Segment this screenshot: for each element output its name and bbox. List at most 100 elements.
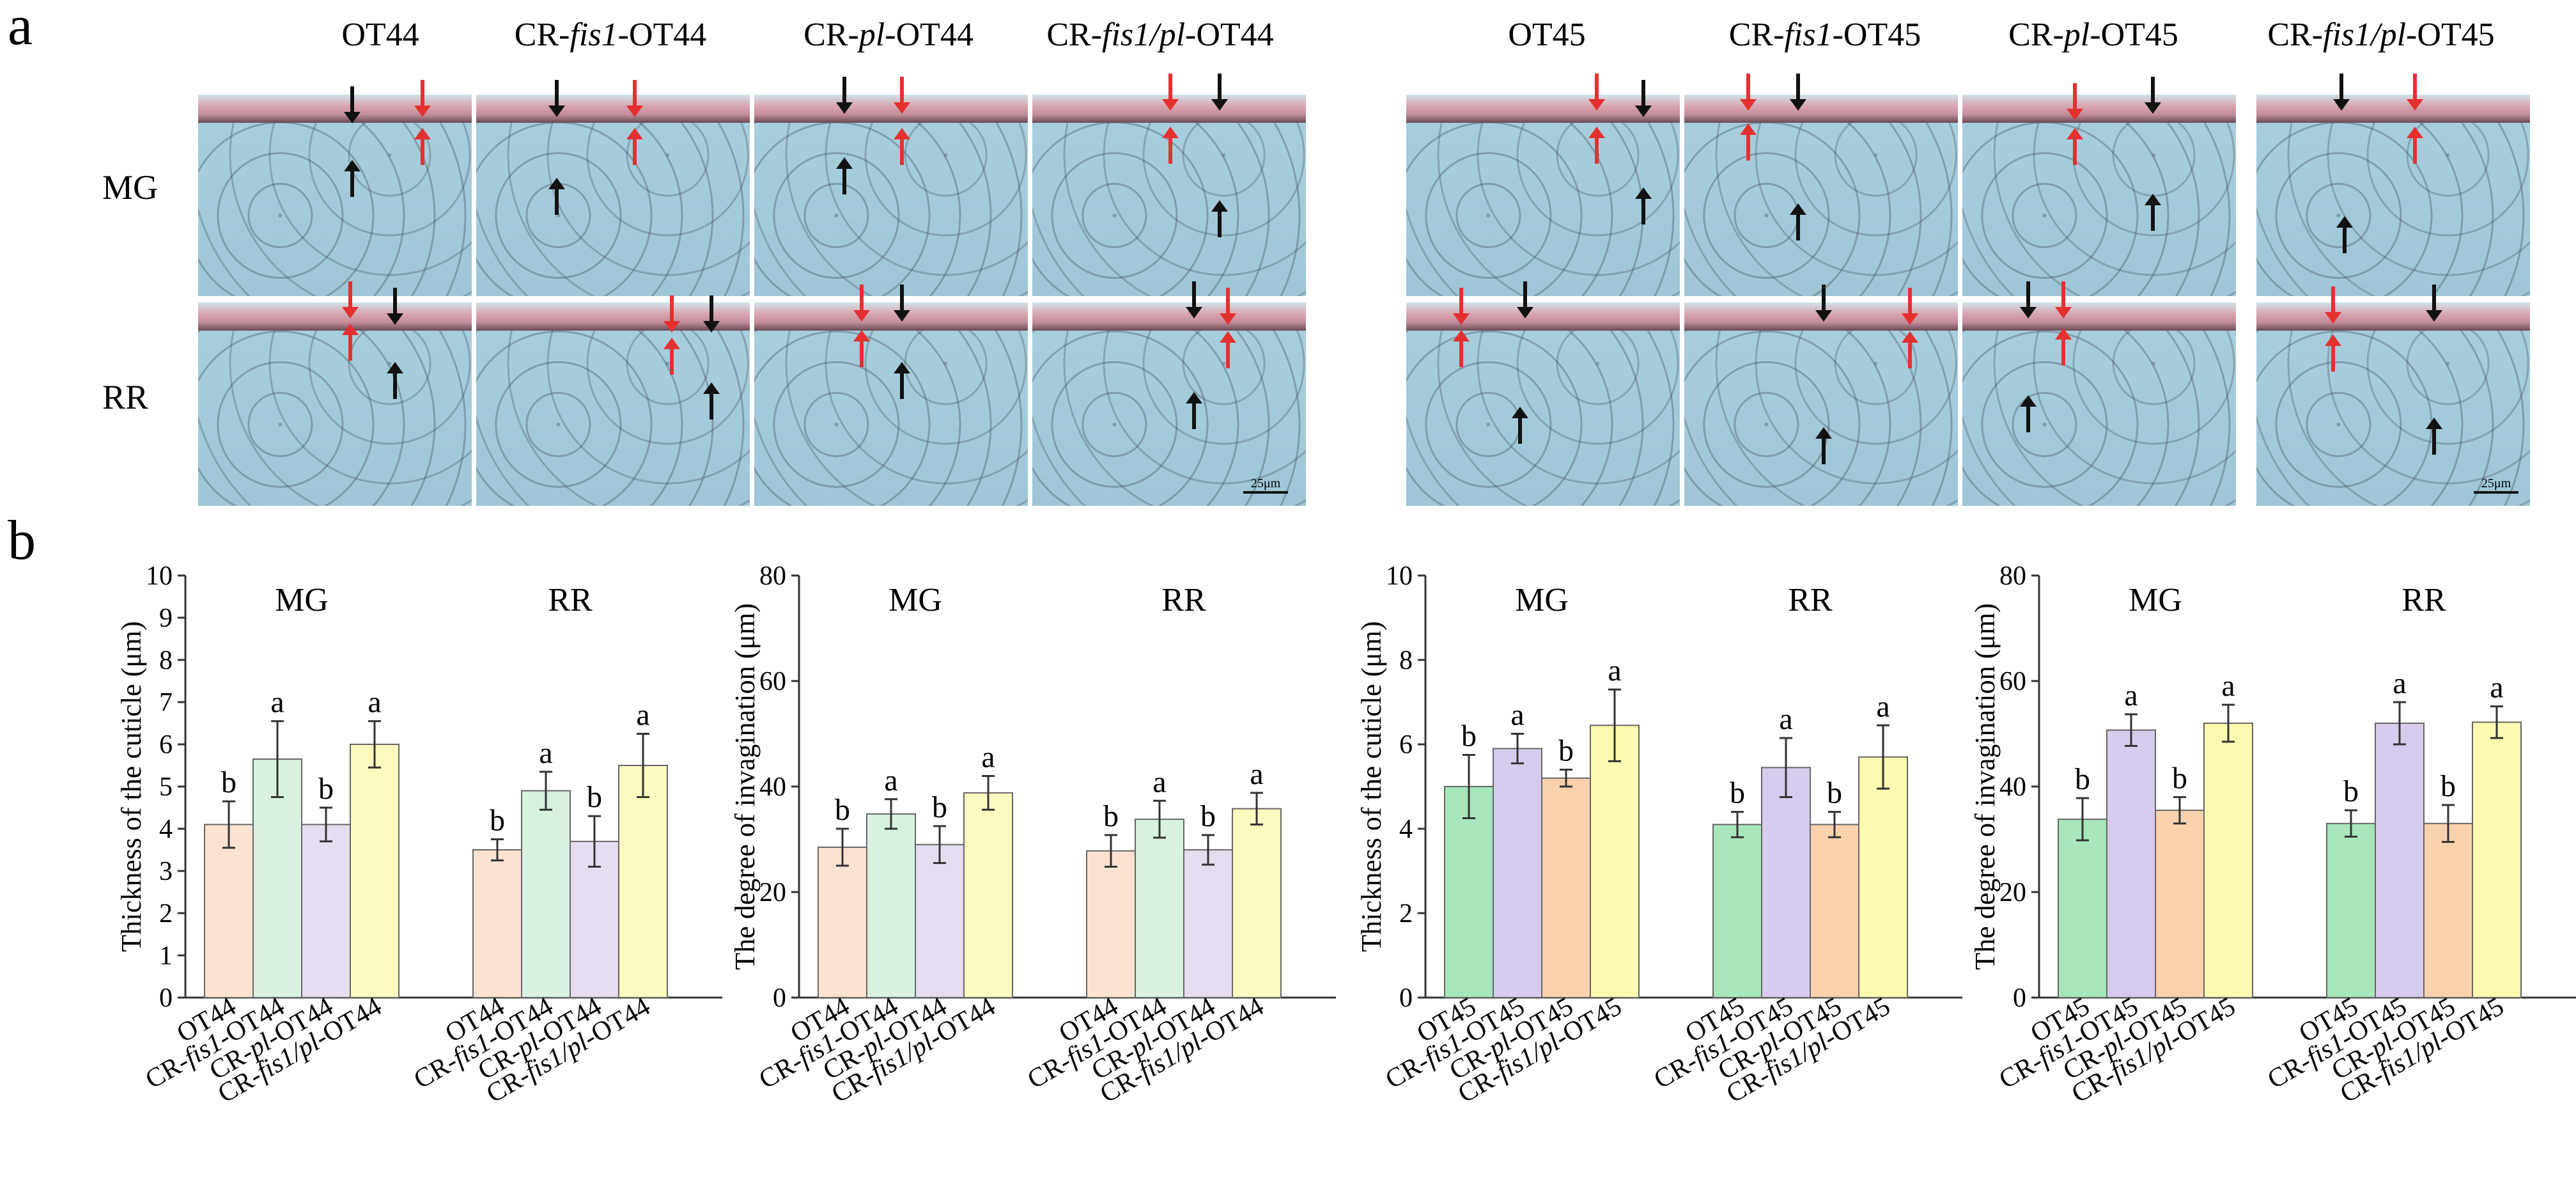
red-arrow-icon [853,330,870,367]
black-arrow-icon [2145,77,2161,114]
red-arrow-icon [663,295,680,333]
red-arrow-icon [1588,127,1605,164]
bar [1444,786,1494,998]
y-axis-label: Thickness of the cuticle (μm) [116,621,147,952]
significance-letter: b [2075,762,2090,796]
significance-letter: b [221,765,237,799]
y-tick-label: 60 [759,667,786,696]
group-label: MG [888,582,942,618]
panel-label-b: b [8,510,36,572]
column-header: CR-fis1-OT44 [514,17,707,53]
y-tick-label: 80 [759,561,786,591]
significance-letter: b [1200,799,1216,833]
scale-bar-label: 25μm [1250,476,1281,490]
bar [818,846,867,998]
black-arrow-icon [548,80,565,117]
significance-letter: b [932,790,947,824]
red-arrow-icon [342,324,359,361]
y-tick-label: 5 [159,772,173,802]
red-arrow-icon [2055,281,2072,318]
micrograph-image [1684,95,1958,296]
red-arrow-icon [2325,286,2341,324]
bar [2375,723,2425,998]
red-arrow-icon [1588,74,1605,111]
red-arrow-icon [894,77,910,114]
black-arrow-icon [836,77,853,114]
black-arrow-icon [894,285,910,322]
row-header-rr: RR [102,378,149,416]
red-arrow-icon [663,338,680,375]
red-arrow-icon [2407,127,2423,164]
red-arrow-icon [2067,128,2083,165]
bar [204,824,254,998]
y-tick-label: 20 [1999,878,2026,907]
significance-letter: a [1608,654,1621,687]
red-arrow-icon [2407,74,2423,111]
y-tick-label: 10 [146,561,173,591]
bar [2155,810,2205,998]
y-tick-label: 40 [1999,772,2026,802]
black-arrow-icon [1186,281,1202,318]
row-header-mg: MG [102,168,159,207]
black-arrow-icon [1635,80,1652,117]
red-arrow-icon [2067,83,2083,120]
red-arrow-icon [2055,328,2072,365]
scale-bar-label: 25μm [2481,476,2511,490]
bar [1232,808,1282,998]
black-arrow-icon [1512,407,1528,444]
black-arrow-icon [1790,74,1806,111]
significance-letter: b [835,793,850,827]
y-tick-label: 0 [2013,983,2026,1013]
bar [350,744,400,998]
red-arrow-icon [853,285,870,322]
group-label: MG [2129,582,2182,618]
y-tick-label: 9 [159,604,173,633]
group-label: RR [1161,582,1206,618]
black-arrow-icon [548,178,565,215]
black-arrow-icon [1815,427,1832,464]
black-arrow-icon [2145,194,2161,231]
significance-letter: a [368,686,381,719]
red-arrow-icon [1902,288,1918,325]
black-arrow-icon [2020,281,2037,318]
y-tick-label: 0 [159,983,173,1013]
y-tick-label: 2 [159,899,173,929]
column-header: CR-pl-OT45 [2008,17,2178,53]
significance-letter: b [2343,774,2359,808]
y-tick-label: 0 [1399,983,1413,1013]
red-arrow-icon [626,80,643,117]
bar [1761,767,1811,998]
micrograph-image [2256,302,2530,506]
black-arrow-icon [703,382,720,419]
significance-letter: b [318,772,334,806]
significance-letter: b [1103,799,1119,833]
y-tick-label: 6 [159,730,173,760]
significance-letter: b [1827,776,1842,810]
bar [866,813,916,998]
y-tick-label: 1 [159,941,173,971]
bar [2326,822,2376,998]
bar [1858,756,1908,998]
significance-letter: a [270,686,284,719]
scale-bar-line [1243,491,1288,494]
red-arrow-icon [1453,330,1470,367]
bar-chart-invagination-ot45: 0 20 40 60 80 The degree of invagination (μm)… [1969,561,2576,1109]
red-arrow-icon [1162,74,1179,111]
red-arrow-icon [1740,123,1757,161]
red-arrow-icon [626,128,643,165]
column-header: OT44 [341,17,419,53]
red-arrow-icon [414,128,431,165]
significance-letter: a [1152,765,1166,799]
significance-letter: a [981,741,995,774]
y-tick-label: 20 [759,878,786,907]
y-tick-label: 40 [759,772,786,802]
significance-letter: b [1558,734,1574,768]
black-arrow-icon [836,157,853,194]
significance-letter: a [1510,698,1524,732]
micrograph-image [1406,95,1680,296]
y-axis-label: Thickness of the cuticle (μm) [1356,621,1387,952]
micrograph-image [1962,302,2236,506]
bar-chart-cuticle-ot44: 0 1 2 3 4 5 6 7 8 9 10 Thickness of the cuticle (μm… [116,561,722,1109]
bar [1590,725,1640,998]
micrograph-image [754,302,1028,506]
